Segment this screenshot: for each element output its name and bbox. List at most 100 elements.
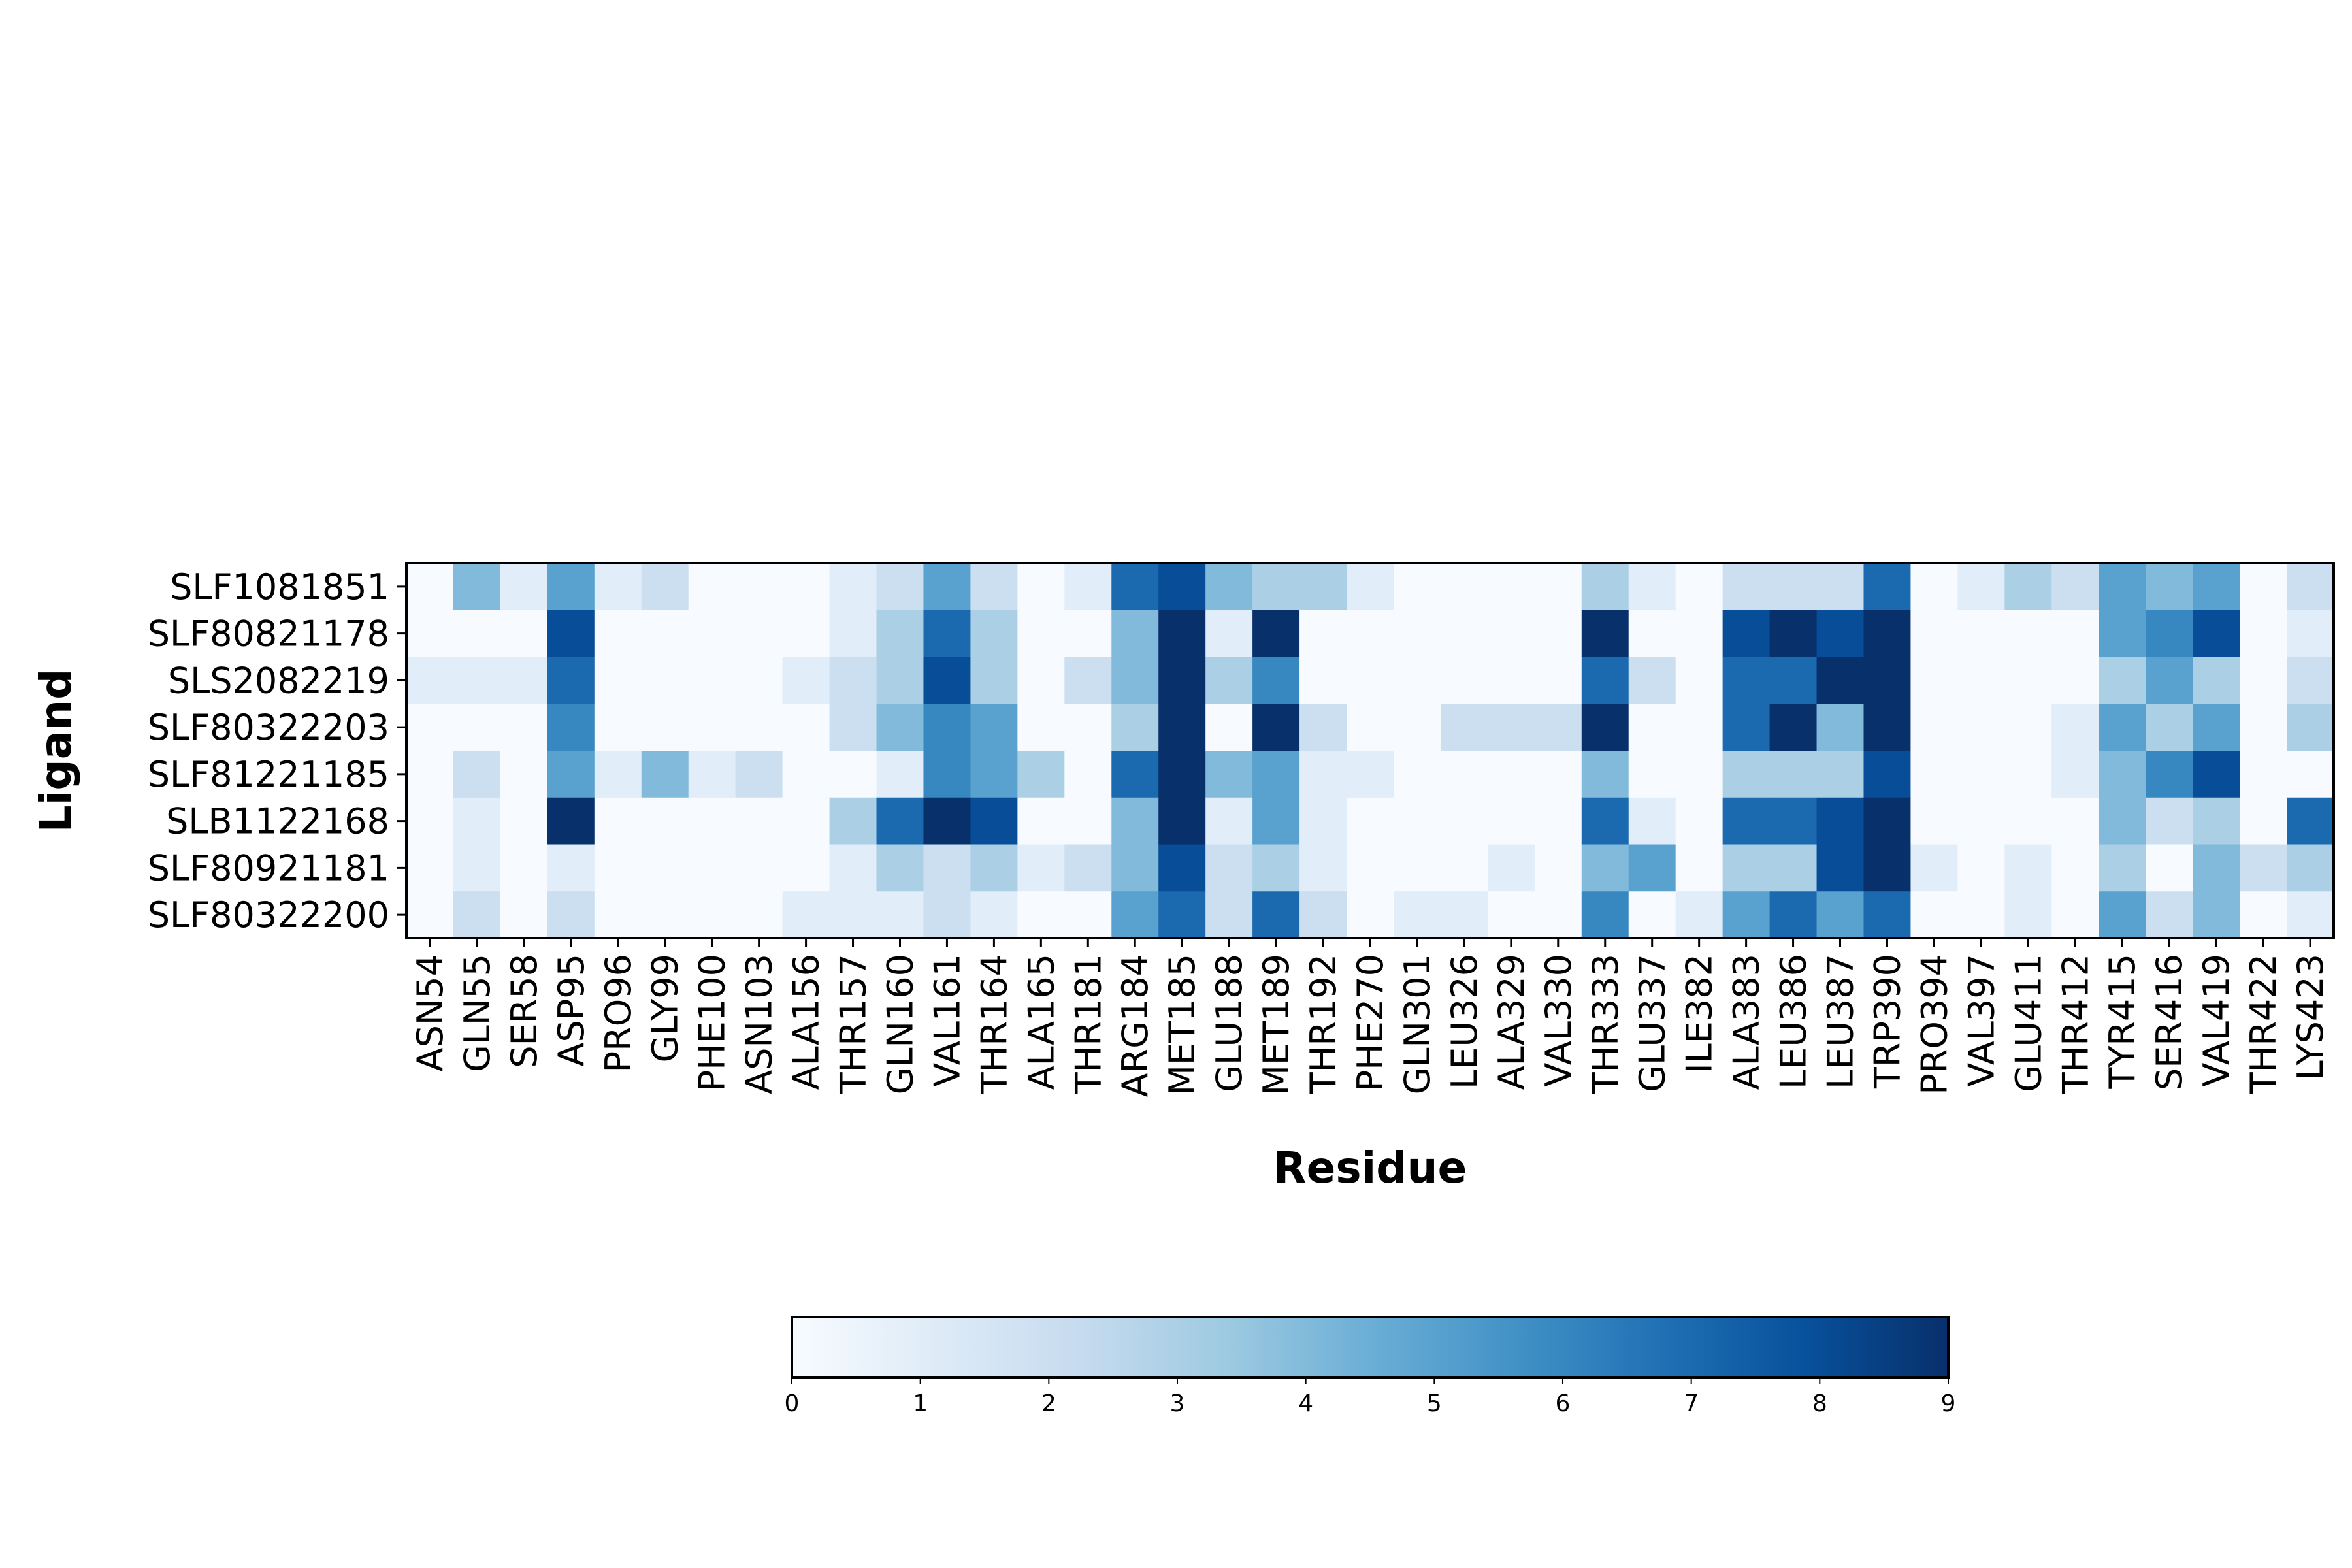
heatmap-cell (1816, 844, 1865, 892)
heatmap-cell (2146, 844, 2193, 892)
heatmap-cell (2287, 844, 2334, 892)
heatmap-cell (735, 891, 783, 939)
heatmap-cell (1581, 751, 1629, 798)
heatmap-cell (1017, 657, 1065, 704)
heatmap-cell (782, 610, 830, 658)
heatmap-cell (1064, 751, 1112, 798)
heatmap-cell (1628, 610, 1676, 658)
heatmap-cell (829, 891, 877, 939)
heatmap-cell (547, 610, 595, 658)
heatmap-cell (1910, 610, 1958, 658)
heatmap-cell (1816, 610, 1865, 658)
heatmap-cell (782, 797, 830, 845)
heatmap-cell (406, 844, 454, 892)
heatmap-cell (406, 657, 454, 704)
heatmap-cell (1816, 563, 1865, 611)
heatmap-cell (500, 610, 548, 658)
heatmap-cell (1487, 797, 1535, 845)
heatmap-cell (2146, 657, 2193, 704)
heatmap-cell (970, 844, 1018, 892)
x-tick-label: ALA383 (1726, 954, 1767, 1090)
heatmap-cell (1581, 657, 1629, 704)
heatmap-cell (2193, 563, 2240, 611)
heatmap-cell (1863, 610, 1912, 658)
heatmap-cell (2240, 891, 2287, 939)
heatmap-cell (500, 891, 548, 939)
heatmap-cell (500, 563, 548, 611)
heatmap-cell (1017, 704, 1065, 751)
heatmap-cell (1957, 657, 2005, 704)
heatmap-cell (2051, 610, 2099, 658)
heatmap-cell (1440, 563, 1488, 611)
heatmap-cell (1111, 844, 1159, 892)
heatmap-cell (1675, 657, 1723, 704)
heatmap-cell (1487, 657, 1535, 704)
heatmap-cell (1675, 610, 1723, 658)
heatmap-cell (829, 610, 877, 658)
heatmap-cell (1017, 610, 1065, 658)
heatmap-cell (1393, 891, 1441, 939)
heatmap-cell (1347, 610, 1394, 658)
heatmap-cell (1628, 563, 1676, 611)
heatmap-cell (594, 657, 642, 704)
heatmap-cell (1957, 844, 2005, 892)
heatmap-cell (1252, 751, 1300, 798)
heatmap-cell (1299, 844, 1347, 892)
heatmap-cell (1722, 610, 1771, 658)
heatmap-cell (923, 891, 972, 939)
heatmap-cell (735, 797, 783, 845)
heatmap-cell (1158, 844, 1206, 892)
heatmap-cell (1581, 704, 1629, 751)
heatmap-cell (2051, 704, 2099, 751)
heatmap-cell (1064, 704, 1112, 751)
heatmap-cell (453, 797, 501, 845)
heatmap-cell (2004, 563, 2052, 611)
heatmap-cell (453, 844, 501, 892)
heatmap-cell (876, 563, 924, 611)
heatmap-cell (1534, 751, 1582, 798)
heatmap-cell (1628, 704, 1676, 751)
heatmap-cell (641, 844, 689, 892)
heatmap-cell (1722, 563, 1771, 611)
x-tick-label: THR181 (1068, 954, 1109, 1094)
x-tick-label: VAL419 (2196, 954, 2237, 1087)
heatmap-cell (2193, 797, 2240, 845)
heatmap-cell (1769, 844, 1818, 892)
x-tick-label: PRO394 (1914, 954, 1955, 1095)
heatmap-cell (970, 704, 1018, 751)
heatmap-cell (1252, 563, 1300, 611)
x-tick-label: GLN301 (1397, 954, 1438, 1094)
heatmap-cell (453, 751, 501, 798)
heatmap-cell (735, 657, 783, 704)
heatmap-cell (688, 891, 736, 939)
heatmap-cell (1111, 891, 1159, 939)
heatmap-cell (1064, 563, 1112, 611)
heatmap-cell (2004, 704, 2052, 751)
heatmap-cell (1393, 704, 1441, 751)
y-tick-label: SLB1122168 (166, 801, 389, 842)
heatmap-cell (923, 704, 972, 751)
heatmap-cell (547, 751, 595, 798)
heatmap-cell (688, 751, 736, 798)
heatmap-cell (1205, 797, 1253, 845)
heatmap-cell (1252, 610, 1300, 658)
heatmap-cell (1722, 751, 1771, 798)
colorbar-ticks: 0 1 2 3 4 5 6 7 8 9 (785, 1377, 1955, 1417)
heatmap-cell (1205, 751, 1253, 798)
heatmap-cell (1628, 891, 1676, 939)
heatmap-cell (735, 610, 783, 658)
heatmap-cell (1205, 657, 1253, 704)
heatmap-cell (1957, 891, 2005, 939)
x-tick-label: TRP390 (1867, 954, 1908, 1089)
heatmap-cell (1910, 751, 1958, 798)
heatmap-cell (970, 797, 1018, 845)
x-tick-label: GLN55 (457, 954, 498, 1072)
x-tick-label: THR422 (2243, 954, 2284, 1094)
heatmap-cell (1957, 751, 2005, 798)
heatmap-cell (453, 610, 501, 658)
x-tick-label: ARG184 (1115, 954, 1156, 1097)
heatmap-cell (735, 751, 783, 798)
heatmap-cell (2004, 657, 2052, 704)
x-tick-label: MET189 (1256, 954, 1297, 1096)
heatmap-cell (1628, 751, 1676, 798)
